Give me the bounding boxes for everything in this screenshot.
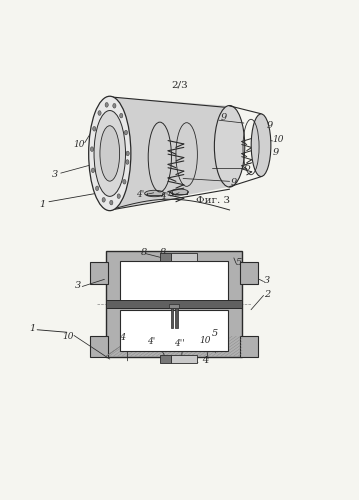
Text: 8: 8 — [160, 248, 167, 256]
Text: 9: 9 — [221, 113, 227, 122]
Text: 2: 2 — [264, 290, 270, 299]
Ellipse shape — [113, 104, 116, 108]
Text: Фиг. 4: Фиг. 4 — [175, 356, 209, 364]
Ellipse shape — [93, 126, 96, 131]
Bar — [240, 262, 258, 283]
Ellipse shape — [110, 200, 113, 205]
Ellipse shape — [94, 110, 126, 196]
Ellipse shape — [145, 190, 164, 196]
Text: 9: 9 — [266, 121, 273, 130]
Text: 9: 9 — [231, 178, 237, 188]
Ellipse shape — [117, 194, 120, 198]
Text: 3: 3 — [264, 276, 270, 285]
Ellipse shape — [89, 96, 131, 210]
Text: 4'': 4'' — [174, 339, 185, 348]
Ellipse shape — [123, 180, 126, 184]
Text: 3: 3 — [74, 282, 81, 290]
Bar — [106, 250, 242, 358]
Text: Фиг. 3: Фиг. 3 — [196, 196, 230, 205]
Bar — [171, 355, 197, 362]
Bar — [171, 253, 197, 261]
Text: 5: 5 — [245, 163, 251, 172]
Text: 1: 1 — [40, 200, 46, 208]
Bar — [169, 304, 179, 308]
Ellipse shape — [102, 198, 105, 202]
Ellipse shape — [251, 114, 271, 176]
Text: 4': 4' — [136, 190, 144, 199]
Ellipse shape — [171, 189, 188, 195]
Text: 5: 5 — [212, 329, 218, 338]
Ellipse shape — [90, 147, 94, 152]
Ellipse shape — [124, 130, 127, 135]
Bar — [160, 355, 171, 362]
Text: 2/3: 2/3 — [171, 80, 188, 89]
Bar — [160, 253, 171, 261]
Text: 4: 4 — [119, 333, 125, 342]
Bar — [175, 306, 178, 328]
Bar — [240, 336, 258, 357]
Ellipse shape — [126, 151, 129, 156]
Text: 3: 3 — [52, 170, 58, 179]
Ellipse shape — [105, 102, 108, 107]
Text: 9: 9 — [272, 148, 279, 157]
Bar — [90, 262, 108, 283]
Polygon shape — [110, 97, 229, 210]
Ellipse shape — [214, 106, 245, 187]
Text: 10: 10 — [62, 332, 74, 341]
Text: 4'': 4'' — [160, 192, 171, 201]
Bar — [120, 261, 228, 304]
Ellipse shape — [95, 186, 99, 190]
Ellipse shape — [126, 160, 129, 164]
Text: 10: 10 — [272, 136, 284, 144]
Bar — [120, 310, 228, 351]
Bar — [90, 336, 108, 357]
Text: 10: 10 — [200, 336, 211, 344]
Ellipse shape — [120, 114, 123, 118]
Ellipse shape — [100, 126, 120, 181]
Ellipse shape — [98, 110, 101, 116]
Bar — [171, 306, 173, 328]
Text: 10: 10 — [74, 140, 85, 148]
Text: 4': 4' — [147, 336, 155, 345]
Text: 5: 5 — [236, 258, 242, 266]
Bar — [106, 300, 242, 308]
Ellipse shape — [91, 168, 94, 172]
Text: 8: 8 — [141, 248, 147, 256]
Text: 1: 1 — [30, 324, 36, 333]
